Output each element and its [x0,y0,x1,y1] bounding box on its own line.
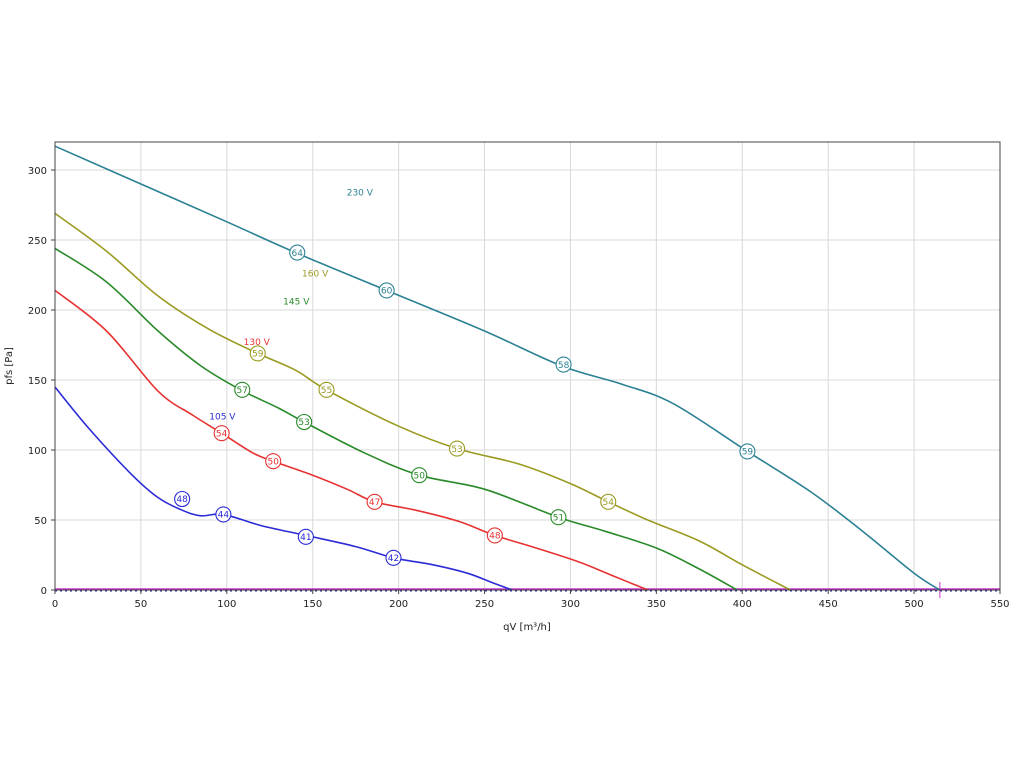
efficiency-marker-label: 59 [252,350,264,360]
efficiency-marker [234,381,251,398]
y-tick-label: 200 [28,306,47,317]
efficiency-marker [249,345,266,362]
x-axis-ticks: 0 50 100 150 200 250 300 350 400 450 500 550 [52,590,1010,610]
x-tick-label: 450 [819,599,838,610]
series-label: 105 V [209,412,236,422]
efficiency-marker-label: 48 [176,495,188,505]
efficiency-marker [366,493,383,510]
efficiency-marker [550,509,567,526]
efficiency-marker-label: 54 [603,498,615,508]
efficiency-marker-label: 58 [558,361,570,371]
efficiency-marker-label: 48 [489,532,501,542]
efficiency-marker-label: 60 [381,287,393,297]
plot-frame [54,141,1001,591]
x-tick-label: 550 [990,599,1009,610]
efficiency-marker [318,381,335,398]
series-label: 145 V [283,298,310,308]
x-tick-label: 50 [135,599,148,610]
efficiency-marker-label: 41 [300,533,311,543]
efficiency-marker-label: 50 [414,471,426,481]
efficiency-marker [297,528,314,545]
efficiency-marker [555,356,572,373]
y-tick-label: 0 [41,586,47,597]
series-line-105v [54,386,513,591]
y-tick-label: 50 [34,516,47,527]
efficiency-marker-label: 50 [267,457,279,467]
series-label: 230 V [347,188,374,198]
y-axis-label: pfs [Pa] [4,347,15,385]
series-line-160v [54,212,791,591]
efficiency-marker [486,527,503,544]
x-tick-label: 500 [905,599,924,610]
series-line-230v [54,145,941,591]
efficiency-marker-label: 55 [321,386,332,396]
efficiency-marker-label: 53 [451,445,462,455]
efficiency-marker [174,490,191,508]
efficiency-marker [739,443,756,460]
series-labels: 230 V 160 V 145 V 130 V 105 V [209,188,373,422]
y-axis-ticks: 0 50 100 150 200 250 300 [28,166,55,597]
efficiency-marker-label: 59 [742,448,754,458]
series-label: 160 V [302,270,329,280]
efficiency-marker-label: 64 [292,249,304,259]
x-tick-label: 150 [303,599,322,610]
efficiency-marker [385,549,402,566]
series-line-145v [54,247,738,591]
efficiency-marker [215,506,232,523]
series-label: 130 V [244,338,271,348]
x-tick-label: 300 [561,599,580,610]
efficiency-marker [449,440,466,457]
y-tick-label: 100 [28,446,47,457]
efficiency-marker-label: 53 [298,418,309,428]
x-tick-label: 250 [475,599,494,610]
efficiency-marker-label: 57 [237,386,248,396]
efficiency-marker [296,413,313,431]
series-line-130v [54,289,649,591]
x-tick-label: 0 [52,599,58,610]
y-tick-label: 300 [28,166,47,177]
x-axis-label: qV [m³/h] [503,622,551,633]
y-tick-label: 150 [28,376,47,387]
efficiency-marker-label: 44 [218,511,230,521]
efficiency-marker-label: 51 [553,513,564,523]
efficiency-marker [411,467,428,484]
x-tick-label: 100 [217,599,236,610]
efficiency-marker-label: 54 [216,429,228,439]
efficiency-marker [600,493,617,510]
efficiency-markers: 64 60 58 59 59 55 53 54 57 53 50 51 54 50 47 48 48 44 41 42 [174,244,756,566]
x-tick-label: 400 [733,599,752,610]
x-tick-label: 350 [647,599,666,610]
series-lines [54,145,941,591]
x-tick-label: 200 [389,599,408,610]
y-tick-label: 250 [28,236,47,247]
efficiency-marker [378,282,395,299]
efficiency-marker-label: 42 [388,554,399,564]
efficiency-marker-label: 47 [369,498,380,508]
efficiency-marker [213,425,230,442]
efficiency-marker [265,453,282,470]
efficiency-marker [289,244,306,261]
